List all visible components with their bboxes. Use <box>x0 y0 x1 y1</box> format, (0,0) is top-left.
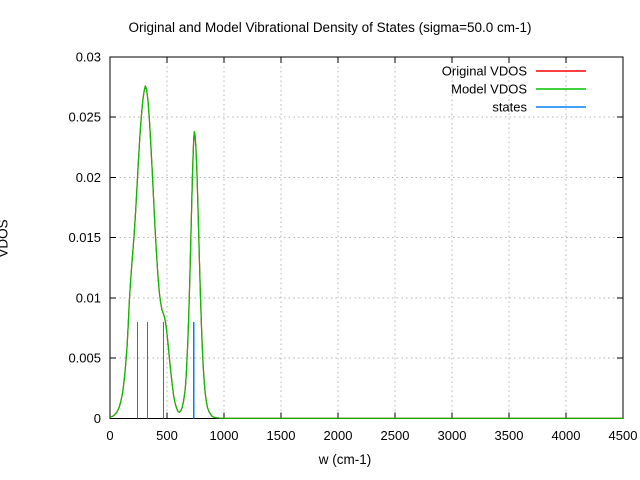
legend-label: Original VDOS <box>442 64 528 79</box>
model-vdos-curve <box>109 85 623 419</box>
x-tick-label: 2000 <box>324 428 353 443</box>
x-tick-label: 4000 <box>552 428 581 443</box>
x-tick-label: 2500 <box>381 428 410 443</box>
y-tick-label: 0.025 <box>68 110 101 125</box>
x-tick-label: 1500 <box>267 428 296 443</box>
y-tick-label: 0.015 <box>68 230 101 245</box>
x-tick-label: 3000 <box>438 428 467 443</box>
x-tick-label: 4500 <box>609 428 638 443</box>
x-tick-label: 0 <box>106 428 113 443</box>
y-tick-label: 0 <box>94 411 101 426</box>
x-axis-label: w (cm-1) <box>318 452 372 467</box>
y-tick-label: 0.02 <box>76 170 101 185</box>
y-tick-label: 0.03 <box>76 50 101 65</box>
legend-label: Model VDOS <box>451 82 527 97</box>
legend-label: states <box>492 100 527 115</box>
x-tick-label: 3500 <box>495 428 524 443</box>
x-tick-label: 1000 <box>210 428 239 443</box>
x-tick-label: 500 <box>156 428 178 443</box>
y-axis-label: VDOS <box>0 219 11 258</box>
y-tick-label: 0.005 <box>68 351 101 366</box>
y-tick-label: 0.01 <box>76 290 101 305</box>
chart-title: Original and Model Vibrational Density o… <box>128 20 532 35</box>
